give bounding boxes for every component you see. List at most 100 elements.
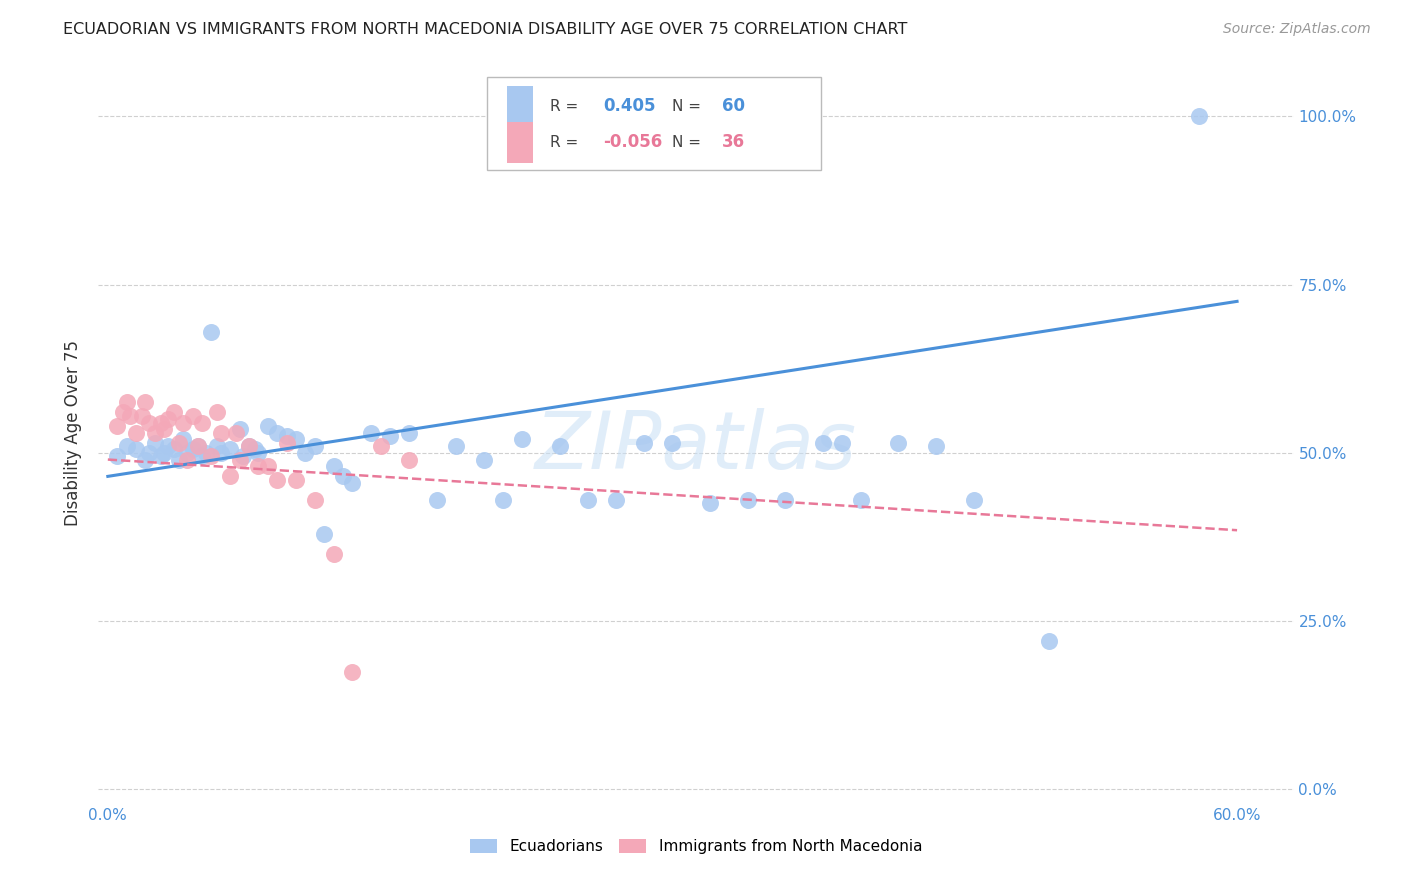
Point [172,416,194,430]
Point [205,405,228,419]
Point [699,496,721,510]
Point [125,425,148,440]
Text: R =: R = [550,135,588,150]
Point [157,439,180,453]
Point [209,425,232,440]
Point [228,422,250,436]
Point [143,435,166,450]
Point [149,416,172,430]
Point [219,469,242,483]
Point [228,452,250,467]
Point [510,433,533,447]
FancyBboxPatch shape [486,78,821,169]
Point [285,433,308,447]
Point [176,452,198,467]
Point [256,459,278,474]
Point [187,439,209,453]
Point [138,446,160,460]
Point [314,526,336,541]
Point [378,429,401,443]
Point [200,325,222,339]
Point [360,425,382,440]
Text: ECUADORIAN VS IMMIGRANTS FROM NORTH MACEDONIA DISABILITY AGE OVER 75 CORRELATION: ECUADORIAN VS IMMIGRANTS FROM NORTH MACE… [63,22,908,37]
Point [172,433,194,447]
Point [238,439,260,453]
Text: 36: 36 [723,133,745,152]
Point [163,442,186,457]
Point [153,422,176,436]
Point [332,469,354,483]
Point [322,547,344,561]
Text: -0.056: -0.056 [603,133,662,152]
Point [925,439,948,453]
Point [105,418,128,433]
Point [775,492,797,507]
Point [605,492,627,507]
FancyBboxPatch shape [508,87,533,127]
Point [191,449,214,463]
Point [849,492,872,507]
FancyBboxPatch shape [508,122,533,162]
Point [1038,634,1060,648]
Point [548,439,571,453]
Point [157,412,180,426]
Point [194,446,217,460]
Point [205,439,228,453]
Point [105,449,128,463]
Point [219,442,242,457]
Point [266,425,288,440]
Point [115,395,138,409]
Text: N =: N = [672,99,706,114]
Text: 0.405: 0.405 [603,97,655,115]
Point [304,492,326,507]
Point [181,409,204,423]
Point [134,452,156,467]
Point [256,418,278,433]
Point [737,492,759,507]
Text: 60: 60 [723,97,745,115]
Point [169,452,191,467]
Point [811,435,834,450]
Point [181,442,204,457]
Point [294,446,316,460]
Point [322,459,344,474]
Point [342,665,364,679]
Point [149,449,172,463]
Point [304,439,326,453]
Point [426,492,449,507]
Point [444,439,467,453]
Point [492,492,515,507]
Point [187,439,209,453]
Text: R =: R = [550,99,588,114]
Text: ZIPatlas: ZIPatlas [534,409,858,486]
Point [285,473,308,487]
Point [134,395,156,409]
Point [238,439,260,453]
Point [1188,109,1211,123]
Point [342,476,364,491]
Point [576,492,599,507]
Point [276,429,298,443]
Y-axis label: Disability Age Over 75: Disability Age Over 75 [65,340,83,525]
Point [209,446,232,460]
Point [633,435,655,450]
Text: N =: N = [672,135,706,150]
Point [153,446,176,460]
Legend: Ecuadorians, Immigrants from North Macedonia: Ecuadorians, Immigrants from North Maced… [463,831,929,862]
Point [115,439,138,453]
Point [120,409,142,423]
Point [131,409,153,423]
Point [163,405,186,419]
Point [661,435,683,450]
Point [169,435,191,450]
Point [125,442,148,457]
Text: Source: ZipAtlas.com: Source: ZipAtlas.com [1223,22,1371,37]
Point [962,492,984,507]
Point [370,439,392,453]
Point [266,473,288,487]
Point [276,435,298,450]
Point [191,416,214,430]
Point [232,449,254,463]
Point [887,435,910,450]
Point [225,425,247,440]
